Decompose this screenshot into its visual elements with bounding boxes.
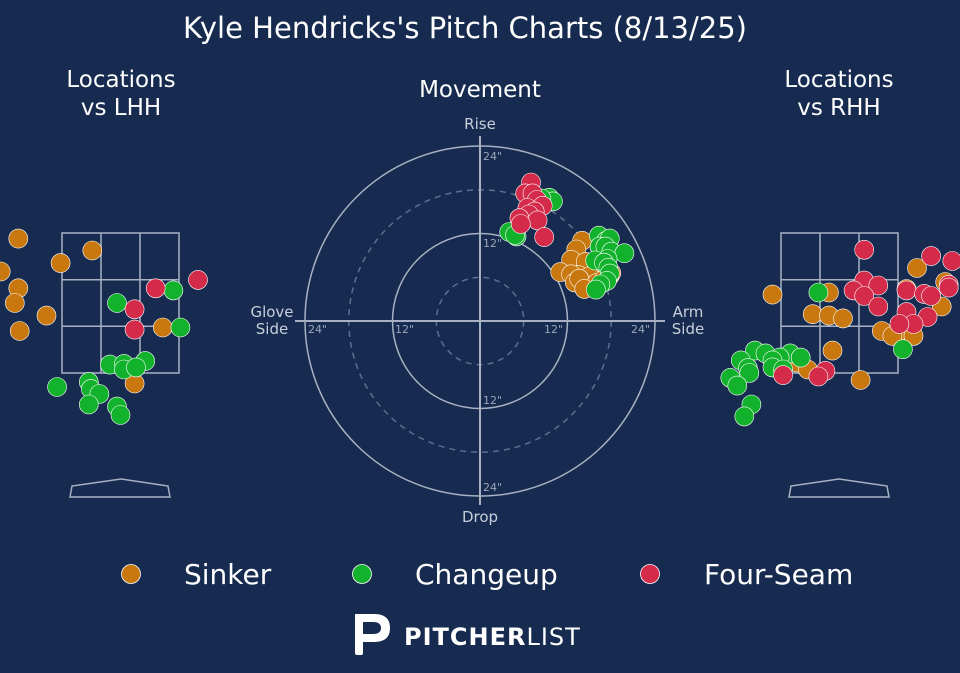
rhh-point-sinker-1 <box>907 258 927 278</box>
ring-label-top-12: 12" <box>483 237 502 250</box>
legend-label-four-seam: Four-Seam <box>704 558 853 591</box>
lhh-point-changeup-1 <box>163 280 184 301</box>
rhh-point-changeup-17 <box>734 406 755 427</box>
pitcherlist-logo: PITCHERLIST <box>355 614 581 655</box>
ring-label-bottom-24: 24" <box>483 481 502 494</box>
legend-marker-four-seam <box>640 564 660 584</box>
rhh-point-four-seam-13 <box>868 296 889 317</box>
rhh-point-four-seam-2 <box>921 246 941 266</box>
movement-point-four-seam-11 <box>510 214 531 234</box>
movement-rings <box>295 136 665 505</box>
lhh-point-changeup-13 <box>79 394 99 415</box>
lhh-point-sinker-2 <box>82 240 103 261</box>
rhh-point-four-seam-1 <box>854 240 875 260</box>
movement-point-changeup-10 <box>614 243 635 263</box>
rhh-point-changeup-13 <box>739 363 760 383</box>
rhh-point-four-seam-8 <box>854 286 875 306</box>
lhh-point-sinker-3 <box>50 253 71 273</box>
movement-panel: Movement 24" 12" 12" 24" 24" 12" 12" 24"… <box>250 77 704 526</box>
rhh-home-plate <box>788 478 890 498</box>
rhh-point-changeup-2 <box>893 339 913 360</box>
lhh-point-sinker-8 <box>36 305 57 326</box>
lhh-point-sinker-1 <box>8 228 29 249</box>
rhh-title-line-2: vs RHH <box>797 95 880 121</box>
lhh-point-changeup-8 <box>126 357 146 378</box>
lhh-title-line-1: Locations <box>66 67 175 93</box>
locations-lhh-panel: Locations vs LHH <box>0 67 208 498</box>
rhh-point-four-seam-17 <box>889 314 910 334</box>
brand-wordmark: PITCHERLIST <box>404 623 581 651</box>
lhh-point-four-seam-2 <box>145 278 166 299</box>
rhh-point-four-seam-3 <box>942 251 960 271</box>
ring-label-left-12: 12" <box>395 323 414 336</box>
movement-points <box>499 172 635 300</box>
chart-title: Kyle Hendricks's Pitch Charts (8/13/25) <box>183 11 747 45</box>
legend-marker-sinker <box>121 564 141 584</box>
lhh-point-changeup-9 <box>47 377 67 397</box>
legend-label-changeup: Changeup <box>415 558 558 591</box>
rhh-point-four-seam-6 <box>868 275 889 296</box>
axis-label-drop: Drop <box>462 508 498 526</box>
legend-label-sinker: Sinker <box>184 558 272 591</box>
rhh-point-sinker-14 <box>822 340 843 361</box>
rhh-point-four-seam-19 <box>773 365 793 385</box>
lhh-point-changeup-2 <box>107 293 127 313</box>
ring-label-left-24: 24" <box>308 323 327 336</box>
legend-marker-changeup <box>352 564 372 584</box>
axis-label-arm-line-2: Side <box>672 320 704 338</box>
rhh-point-sinker-6 <box>762 284 783 305</box>
rhh-point-four-seam-9 <box>896 280 917 301</box>
movement-point-four-seam-10 <box>527 210 548 231</box>
rhh-point-sinker-9 <box>833 308 853 329</box>
rhh-point-changeup-1 <box>808 282 829 303</box>
rhh-point-changeup-15 <box>727 375 748 396</box>
axis-label-glove-line-1: Glove <box>250 303 293 321</box>
rhh-title-line-1: Locations <box>784 67 893 93</box>
lhh-point-sinker-7 <box>5 293 25 313</box>
axis-label-glove-line-2: Side <box>256 320 288 338</box>
axis-label-rise: Rise <box>464 115 496 133</box>
lhh-title-line-2: vs LHH <box>81 95 161 121</box>
lhh-point-sinker-4 <box>0 261 11 282</box>
lhh-points <box>0 228 208 425</box>
locations-rhh-panel: Locations vs RHH <box>720 67 960 498</box>
lhh-point-changeup-3 <box>170 317 191 338</box>
lhh-point-four-seam-3 <box>124 299 145 320</box>
rhh-point-four-seam-12 <box>921 286 941 306</box>
rhh-point-sinker-17 <box>850 370 871 390</box>
rhh-point-changeup-7 <box>790 347 811 368</box>
pitcherlist-p-icon <box>355 614 390 655</box>
ring-label-top-24: 24" <box>483 150 502 163</box>
lhh-point-four-seam-1 <box>188 270 208 290</box>
lhh-home-plate <box>69 478 171 498</box>
ring-label-right-24: 24" <box>631 323 650 336</box>
axis-label-arm-line-1: Arm <box>673 303 704 321</box>
lhh-point-four-seam-4 <box>124 319 145 340</box>
ring-label-bottom-12: 12" <box>483 394 502 407</box>
lhh-point-changeup-15 <box>110 405 131 425</box>
movement-title: Movement <box>419 77 541 103</box>
movement-point-four-seam-12 <box>534 227 555 247</box>
movement-point-changeup-18 <box>586 279 606 300</box>
lhh-point-sinker-10 <box>153 317 173 338</box>
rhh-point-four-seam-11 <box>938 277 959 298</box>
lhh-point-sinker-9 <box>9 321 30 341</box>
rhh-point-four-seam-20 <box>808 366 829 387</box>
legend: Sinker Changeup Four-Seam <box>121 558 853 591</box>
ring-label-right-12: 12" <box>544 323 563 336</box>
rhh-points <box>720 240 960 427</box>
